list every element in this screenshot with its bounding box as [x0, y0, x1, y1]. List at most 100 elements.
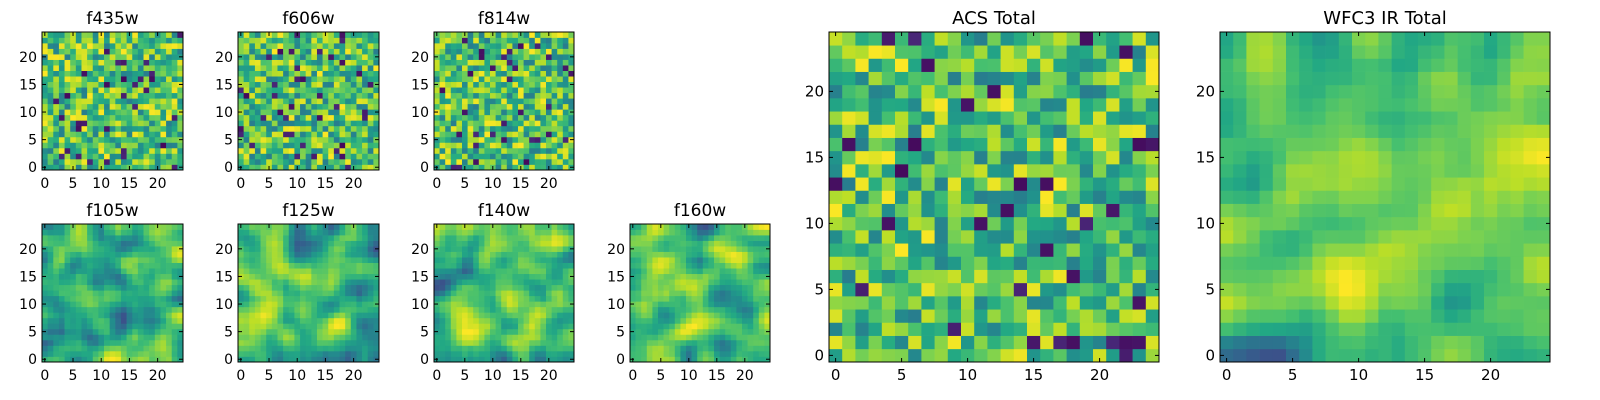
heatmap-cell: [523, 142, 530, 149]
heatmap-cell: [53, 240, 60, 247]
heatmap-cell: [339, 37, 346, 44]
heatmap-cell: [58, 81, 65, 88]
heatmap-cell: [42, 92, 48, 99]
heatmap-cell: [557, 240, 564, 247]
heatmap-cell: [478, 153, 485, 160]
heatmap-cell: [534, 328, 541, 335]
heatmap-cell: [462, 43, 468, 49]
heatmap-cell: [64, 284, 71, 291]
heatmap-cell: [1040, 203, 1054, 218]
heatmap-cell: [104, 48, 111, 55]
heatmap-cell: [64, 54, 71, 60]
heatmap-cell: [1000, 164, 1015, 178]
heatmap-cell: [445, 317, 452, 324]
heatmap-cell: [473, 301, 480, 308]
heatmap-cell: [154, 109, 161, 116]
heatmap-cell: [562, 334, 569, 341]
heatmap-cell: [908, 243, 922, 257]
heatmap-cell: [132, 37, 139, 44]
heatmap-cell: [758, 251, 765, 258]
heatmap-cell: [362, 284, 369, 291]
heatmap-cell: [921, 230, 935, 244]
heatmap-cell: [75, 32, 82, 38]
heatmap-cell: [137, 345, 144, 352]
heatmap-cell: [249, 273, 256, 280]
heatmap-cell: [501, 32, 508, 38]
heatmap-cell: [260, 229, 267, 236]
heatmap-cell: [467, 262, 474, 269]
heatmap-cell: [658, 345, 664, 352]
heatmap-cell: [362, 257, 369, 263]
heatmap-cell: [115, 235, 122, 241]
heatmap-cell: [350, 312, 357, 319]
heatmap-cell: [143, 37, 150, 44]
heatmap-cell: [495, 48, 502, 55]
heatmap-cell: [362, 109, 369, 116]
heatmap-cell: [473, 142, 480, 149]
heatmap-cell: [254, 312, 261, 319]
heatmap-cell: [495, 98, 502, 105]
heatmap-cell: [115, 114, 122, 121]
heatmap-cell: [249, 312, 256, 319]
heatmap-cell: [445, 295, 452, 302]
heatmap-cell: [367, 295, 374, 302]
heatmap-cell: [518, 323, 524, 330]
heatmap-cell: [529, 317, 536, 324]
heatmap-cell: [53, 295, 60, 302]
heatmap-cell: [294, 301, 301, 308]
heatmap-cell: [518, 262, 524, 269]
heatmap-cell: [53, 262, 60, 269]
heatmap-cell: [104, 59, 111, 66]
heatmap-cell: [283, 356, 290, 363]
heatmap-cell: [109, 284, 116, 291]
heatmap-cell: [294, 350, 301, 357]
heatmap-cell: [277, 257, 284, 263]
heatmap-cell: [961, 230, 975, 244]
heatmap-cell: [98, 103, 105, 110]
heatmap-cell: [328, 251, 335, 258]
heatmap-cell: [322, 48, 329, 55]
heatmap-cell: [243, 306, 250, 313]
heatmap-cell: [663, 268, 670, 275]
heatmap-cell: [266, 235, 273, 241]
heatmap-cell: [311, 295, 318, 302]
heatmap-cell: [249, 279, 256, 286]
heatmap-cell: [243, 257, 250, 263]
heatmap-cell: [439, 356, 446, 363]
heatmap-cell: [758, 262, 765, 269]
heatmap-cell: [171, 290, 178, 297]
heatmap-cell: [484, 125, 491, 132]
heatmap-cell: [753, 229, 760, 236]
heatmap-cell: [478, 323, 485, 330]
heatmap-cell: [345, 290, 352, 297]
heatmap-cell: [64, 65, 71, 71]
heatmap-cell: [551, 70, 558, 77]
heatmap-cell: [132, 317, 139, 324]
heatmap-cell: [316, 92, 323, 99]
heatmap-cell: [652, 345, 659, 352]
heatmap-cell: [534, 317, 541, 324]
heatmap-cell: [523, 103, 530, 110]
heatmap-cell: [350, 350, 357, 357]
heatmap-cell: [881, 230, 896, 244]
heatmap-cell: [58, 147, 65, 154]
heatmap-cell: [1040, 296, 1054, 310]
heatmap-cell: [254, 103, 261, 110]
heatmap-cell: [456, 114, 463, 121]
heatmap-cell: [484, 76, 491, 83]
heatmap-cell: [921, 269, 935, 284]
heatmap-cell: [249, 251, 256, 258]
heatmap-cell: [305, 273, 312, 280]
heatmap-cell: [81, 158, 88, 165]
heatmap-cell: [350, 153, 357, 160]
heatmap-cell: [294, 54, 301, 60]
heatmap-cell: [1145, 269, 1160, 284]
heatmap-cell: [149, 306, 156, 313]
heatmap-cell: [300, 262, 307, 269]
heatmap-cell: [557, 350, 564, 357]
heatmap-cell: [546, 251, 552, 258]
heatmap-cell: [42, 350, 48, 357]
heatmap-cell: [908, 203, 922, 218]
heatmap-cell: [104, 147, 111, 154]
heatmap-cell: [294, 317, 301, 324]
